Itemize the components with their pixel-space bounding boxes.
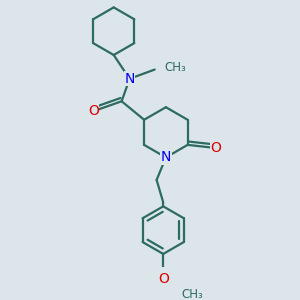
Text: O: O [158, 272, 169, 286]
Text: N: N [161, 150, 171, 164]
Text: O: O [88, 103, 99, 118]
Text: CH₃: CH₃ [164, 61, 186, 74]
Text: N: N [124, 72, 135, 86]
Text: CH₃: CH₃ [182, 288, 203, 300]
Text: O: O [211, 140, 222, 154]
